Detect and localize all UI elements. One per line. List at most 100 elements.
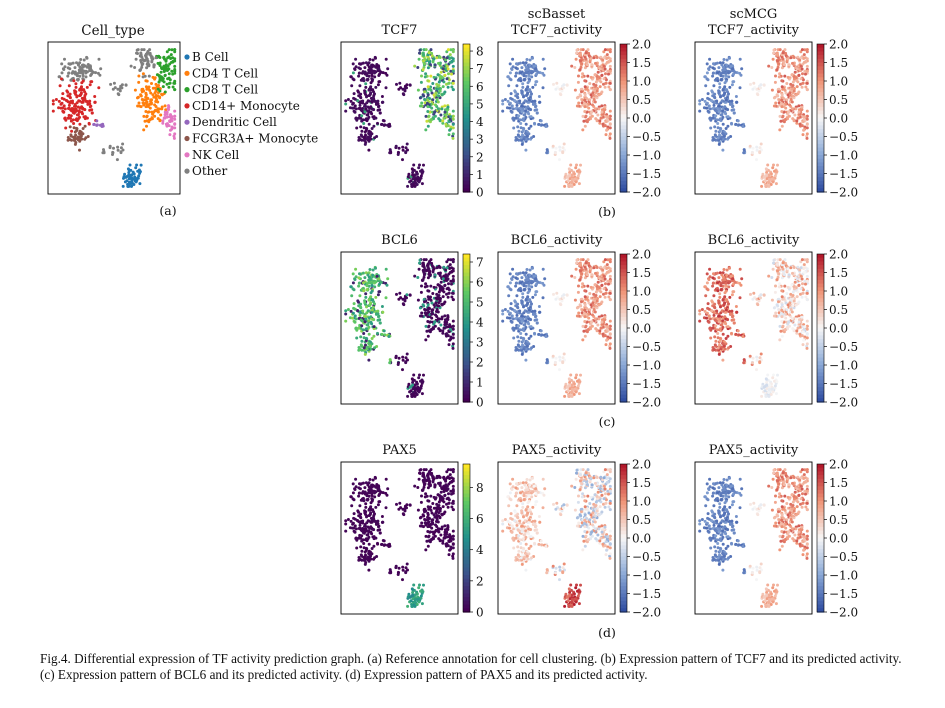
- cell-point: [432, 57, 436, 61]
- colorbar-tick-label: 1.5: [632, 56, 651, 70]
- cell-point: [144, 101, 147, 105]
- cell-point: [718, 126, 722, 130]
- cell-point: [402, 303, 406, 307]
- cell-point: [583, 334, 587, 338]
- cell-point: [413, 64, 417, 68]
- cell-point: [85, 70, 89, 74]
- colorbar-tick-label: 7: [476, 62, 484, 76]
- colorbar-tick-label: 6: [476, 276, 484, 290]
- cell-point: [121, 148, 125, 152]
- cell-point: [598, 329, 602, 333]
- colorbar-segment: [620, 379, 627, 385]
- cell-point: [363, 66, 367, 70]
- cell-point: [544, 125, 548, 128]
- colorbar-segment: [817, 110, 824, 115]
- cell-point: [787, 110, 791, 114]
- cell-point: [524, 109, 528, 113]
- cell-point: [534, 104, 538, 108]
- cell-point: [362, 71, 365, 75]
- legend-label: Other: [192, 164, 227, 178]
- cell-point: [154, 56, 158, 60]
- cell-point: [434, 301, 438, 305]
- cell-point: [583, 110, 587, 113]
- cell-point: [523, 99, 527, 103]
- cell-point: [418, 96, 422, 100]
- cell-point: [538, 310, 542, 314]
- cell-point: [431, 82, 435, 85]
- cell-point: [551, 354, 555, 358]
- cell-point: [508, 281, 512, 285]
- cell-point: [713, 133, 717, 137]
- cell-point: [780, 79, 784, 83]
- cell-point: [57, 99, 61, 103]
- cell-point: [562, 83, 566, 87]
- cell-point: [722, 268, 726, 271]
- cell-point: [585, 63, 589, 67]
- cell-point: [419, 290, 423, 294]
- cell-point: [784, 301, 788, 305]
- cell-point: [380, 332, 384, 336]
- cell-point: [121, 184, 125, 188]
- cell-point: [526, 91, 530, 95]
- cell-point: [737, 123, 741, 127]
- colorbar-tick-label: −0.5: [632, 130, 661, 144]
- cell-point: [364, 107, 368, 111]
- cell-point: [433, 273, 437, 277]
- cell-point: [506, 309, 510, 313]
- cell-point: [527, 100, 531, 104]
- cell-point: [770, 177, 774, 181]
- cell-point: [373, 75, 377, 79]
- cell-point: [567, 394, 571, 398]
- colorbar-tick-label: 6: [476, 80, 484, 94]
- cell-point: [163, 110, 167, 114]
- cell-point: [524, 115, 528, 119]
- cell-point: [577, 284, 580, 288]
- cell-point: [446, 258, 450, 262]
- cell-point: [795, 119, 799, 123]
- colorbar-segment: [817, 99, 824, 104]
- cell-point: [451, 267, 455, 271]
- cell-point: [451, 274, 455, 278]
- cell-point: [168, 78, 172, 82]
- cell-point: [530, 75, 534, 79]
- cell-point: [163, 104, 167, 108]
- cell-point: [520, 301, 524, 305]
- cell-point: [537, 95, 541, 98]
- cell-point: [570, 184, 574, 188]
- cell-point: [158, 89, 162, 93]
- cell-point: [344, 102, 348, 106]
- colorbar-segment: [463, 268, 470, 274]
- cell-point: [116, 145, 120, 149]
- cell-point: [519, 71, 522, 75]
- cell-point: [570, 383, 574, 387]
- cell-point: [418, 314, 422, 318]
- cell-point: [370, 74, 374, 78]
- cell-point: [419, 80, 423, 84]
- colorbar-segment: [463, 106, 470, 112]
- colorbar-segment: [817, 106, 824, 112]
- cell-point: [408, 293, 412, 297]
- cell-point: [805, 64, 809, 68]
- cell-point: [710, 309, 714, 313]
- cell-point: [385, 283, 389, 287]
- cell-point: [512, 126, 516, 130]
- cell-point: [712, 281, 715, 285]
- cell-point: [358, 272, 361, 276]
- cell-point: [77, 99, 81, 103]
- cell-point: [115, 158, 119, 162]
- colorbar-segment: [463, 376, 470, 381]
- cell-point: [75, 126, 79, 130]
- colorbar-segment: [620, 147, 627, 152]
- umap-scmcg-tcf7_activity: [694, 41, 813, 195]
- cell-point: [521, 336, 525, 340]
- cell-point: [545, 148, 549, 152]
- cell-point: [595, 89, 599, 93]
- colorbar-tick-label: −0.5: [829, 130, 858, 144]
- cell-point: [515, 313, 519, 317]
- cell-point: [522, 284, 526, 288]
- cell-point: [371, 88, 375, 92]
- cell-point: [417, 267, 421, 271]
- cell-point: [159, 113, 163, 117]
- cell-point: [785, 308, 789, 312]
- panel-title: BCL6_activity: [708, 233, 800, 248]
